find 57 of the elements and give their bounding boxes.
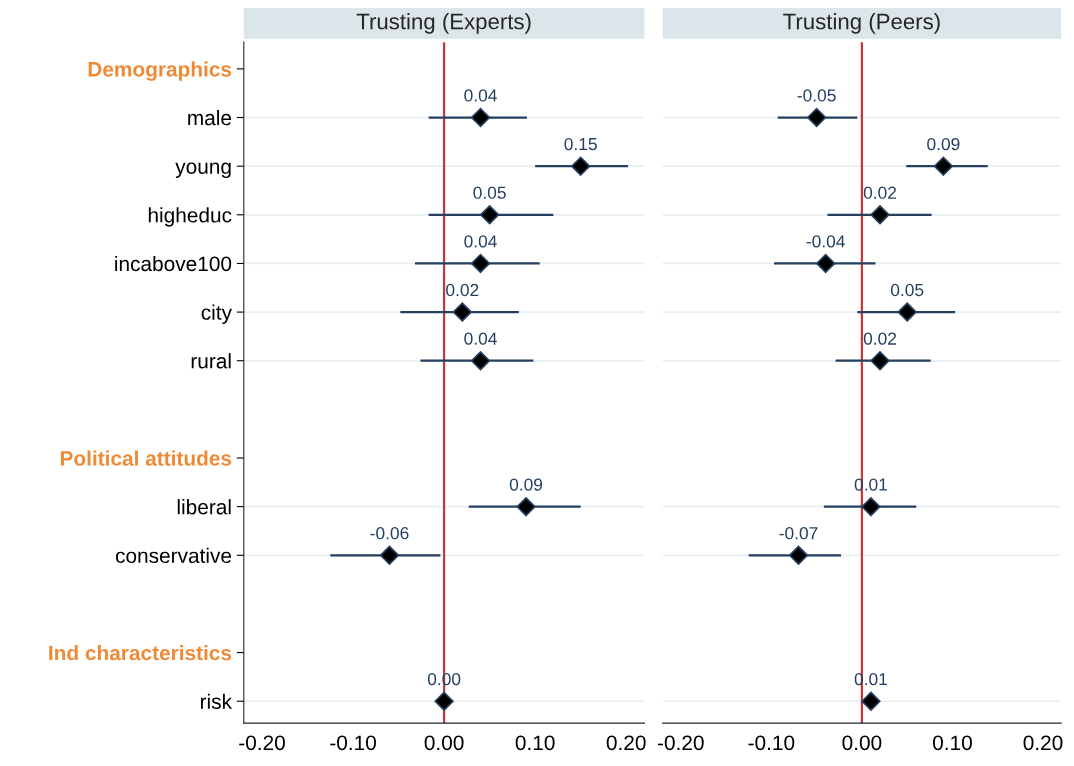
- point: [434, 691, 454, 711]
- point: [570, 156, 591, 176]
- data-label: -0.05: [797, 89, 836, 102]
- y-tick-label: liberal: [177, 499, 231, 515]
- y-tick-label: conservative: [115, 547, 232, 564]
- data-label: 0.02: [863, 332, 897, 345]
- point: [479, 205, 500, 225]
- point: [379, 545, 400, 565]
- chart-title: Trusting (Peers): [783, 13, 940, 34]
- point: [470, 107, 491, 128]
- data-label: 0.05: [890, 283, 924, 297]
- data-label: -0.07: [779, 527, 818, 540]
- x-tick-label: 0.20: [606, 735, 646, 751]
- x-tick-label: -0.20: [657, 735, 704, 751]
- y-tick-label: Political attitudes: [60, 450, 232, 466]
- x-tick-label: -0.10: [330, 735, 376, 751]
- y-tick-label: Demographics: [88, 61, 232, 81]
- point: [806, 107, 827, 128]
- data-label: 0.02: [863, 186, 897, 199]
- y-tick-label: incabove100: [115, 255, 232, 272]
- x-tick-label: 0.20: [1023, 735, 1063, 751]
- data-label: 0.02: [446, 283, 479, 297]
- x-tick-label: -0.20: [239, 735, 285, 751]
- point: [933, 156, 954, 176]
- x-tick-label: 0.10: [932, 735, 972, 751]
- y-tick-label: Ind characteristics: [49, 645, 232, 661]
- point: [452, 302, 472, 322]
- data-label: -0.04: [806, 235, 845, 248]
- data-label: 0.04: [464, 235, 497, 248]
- y-tick-label: city: [201, 304, 232, 324]
- x-tick-label: 0.00: [842, 735, 882, 751]
- data-label: -0.06: [370, 527, 409, 540]
- point: [870, 205, 890, 225]
- data-label: 0.04: [464, 89, 497, 102]
- chart-title: Trusting (Experts): [356, 13, 531, 34]
- point: [470, 351, 491, 371]
- point: [897, 302, 917, 322]
- data-label: 0.09: [509, 478, 543, 491]
- point: [516, 496, 536, 517]
- data-label: 0.09: [927, 137, 960, 151]
- y-tick-label: young: [175, 162, 231, 179]
- data-label: 0.04: [464, 332, 497, 345]
- y-tick-label: risk: [200, 693, 233, 709]
- x-tick-label: 0.10: [515, 735, 555, 751]
- data-label: 0.15: [564, 137, 597, 151]
- point: [870, 351, 890, 371]
- x-tick-label: -0.10: [748, 735, 795, 751]
- point: [815, 253, 836, 274]
- x-tick-label: 0.00: [424, 735, 464, 751]
- y-tick-label: male: [188, 109, 232, 126]
- data-label: 0.05: [473, 186, 506, 199]
- point: [788, 545, 809, 565]
- point: [861, 691, 881, 711]
- y-tick-label: higheduc: [148, 207, 232, 227]
- y-tick-label: rural: [191, 353, 231, 369]
- point: [470, 253, 491, 274]
- point: [861, 496, 881, 517]
